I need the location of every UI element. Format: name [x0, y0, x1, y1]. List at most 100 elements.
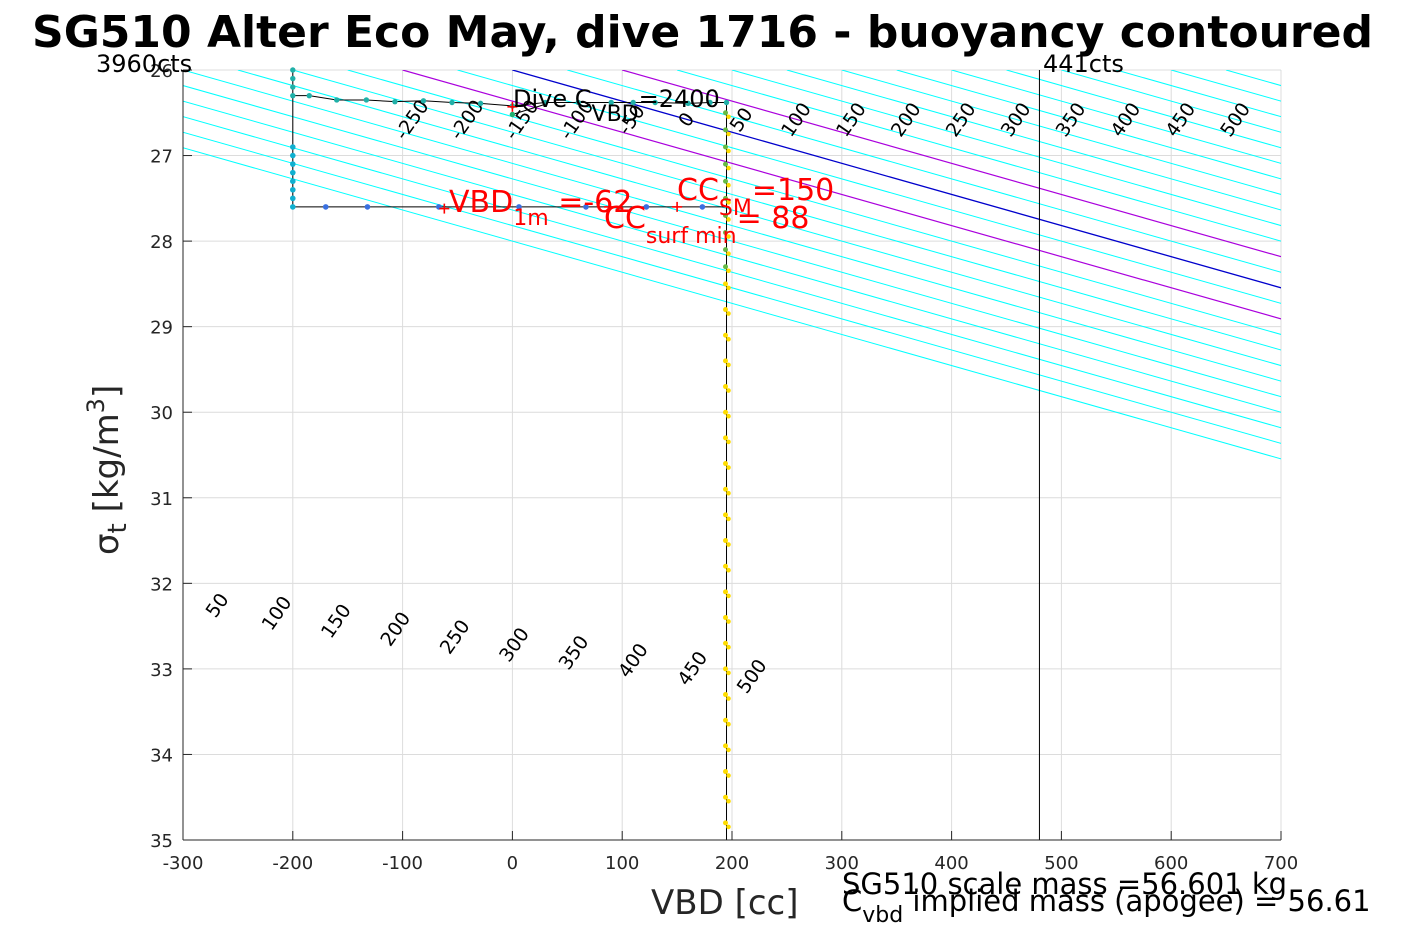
descent-point-alt [726, 114, 731, 120]
descent-point-alt [726, 670, 731, 676]
cc-sm-rest: =150 [752, 173, 834, 208]
top-right-count-label: 441cts [1043, 50, 1124, 78]
descent-point-alt [726, 268, 731, 274]
descent-point [723, 461, 729, 467]
climb-top-point [477, 100, 484, 107]
descent-point-alt [726, 747, 731, 753]
climb-top-point [420, 98, 427, 104]
climb-top-point [306, 92, 312, 99]
x-tick-label: -100 [382, 853, 423, 874]
x-tick-label: 300 [825, 853, 859, 874]
climb-top-point [652, 99, 658, 106]
descent-point [723, 820, 729, 826]
descent-point-alt [726, 217, 731, 222]
y-tick-label: 26 [150, 61, 173, 82]
climb-top-point [542, 99, 549, 106]
descent-point-alt [726, 336, 731, 342]
descent-point [723, 161, 729, 167]
descent-point-alt [726, 413, 731, 419]
vbd-1m-main: VBD [449, 185, 513, 220]
descent-point-alt [726, 824, 731, 830]
descent-point [723, 212, 729, 218]
x-tick-label: 100 [605, 853, 639, 874]
surface-point [509, 111, 516, 118]
vbd-1m-rest: =-62 [549, 185, 633, 220]
contour-line [292, 70, 1281, 351]
climb-top-point [707, 99, 713, 106]
y-tick-label: 30 [150, 403, 173, 424]
contour-line [183, 147, 1281, 460]
descent-point [723, 281, 729, 287]
contour-line [1280, 70, 1281, 71]
cc-surf-min-annotation: CCsurf min= 88 [604, 201, 809, 249]
climb-top-point [685, 100, 691, 107]
climb-top-point [334, 97, 340, 103]
climb-top-point [290, 67, 296, 73]
contour-line [786, 70, 1281, 211]
descent-point [723, 692, 729, 698]
y-tick-label: 27 [150, 147, 173, 168]
descent-point-alt [726, 465, 731, 470]
descent-point-alt [726, 593, 731, 599]
descent-point-alt [726, 182, 731, 188]
implied-rest: implied mass (apogee) = 56.61 [903, 884, 1370, 918]
contour-line [183, 70, 1281, 382]
grid [182, 69, 1282, 841]
y-axis-label-sub: t [103, 523, 133, 533]
y-tick-label: 35 [150, 831, 173, 852]
y-tick-label: 31 [150, 489, 173, 510]
descent-point [723, 144, 729, 150]
descent-point [723, 538, 729, 544]
descent-point-alt [726, 542, 731, 547]
data-points [290, 67, 731, 830]
contour-line [567, 70, 1281, 273]
descent-point [723, 563, 729, 569]
descent-point-alt [726, 798, 731, 804]
descent-point [723, 358, 729, 364]
y-axis-label-sigma: σ [87, 533, 127, 555]
descent-point-alt [726, 644, 731, 650]
climb-bottom-point [364, 204, 371, 210]
implied-main: C [842, 884, 862, 918]
descent-point-alt [726, 285, 731, 291]
y-tick-label: 34 [150, 745, 173, 766]
descent-point [723, 307, 729, 313]
y-tick-label: 33 [150, 660, 173, 681]
descent-point-alt [726, 251, 731, 256]
descent-point [723, 264, 729, 270]
contour-line [347, 70, 1281, 335]
contour-line [457, 70, 1281, 304]
y-tick-label: 32 [150, 574, 173, 595]
descent-point [723, 110, 729, 116]
dive-c-main: Dive C [513, 85, 592, 113]
cc-sm-annotation: CCSM=150 [677, 173, 834, 221]
x-tick-label: 400 [934, 853, 968, 874]
contour-line [402, 70, 1281, 320]
descent-point [723, 794, 729, 800]
x-tick-label: -300 [163, 853, 204, 874]
climb-bottom-point [290, 152, 296, 159]
descent-point-alt [726, 439, 731, 445]
contour-line [237, 70, 1281, 367]
climb-top-point [630, 99, 636, 106]
descent-point [723, 409, 729, 415]
descent-point-alt [726, 490, 731, 496]
climb-bottom-point [643, 204, 650, 210]
descent-point [723, 589, 729, 595]
climb-top-point [723, 99, 730, 106]
descent-point [723, 247, 729, 253]
x-axis-label: VBD [cc] [651, 883, 799, 923]
descent-point [723, 743, 729, 749]
implied-mass-note: Cvbd implied mass (apogee) = 56.61 [842, 884, 1371, 928]
descent-point [723, 195, 729, 201]
climb-bottom-point [290, 169, 296, 176]
cc-surf-rest: = 88 [737, 201, 810, 236]
top-left-count-label: 3960cts [96, 50, 192, 78]
climb-bottom-point [290, 161, 296, 167]
y-axis-label-sup: 3 [82, 398, 110, 413]
descent-point-alt [726, 311, 731, 316]
descent-point [723, 615, 729, 621]
implied-sub: vbd [862, 903, 903, 928]
contour-line [183, 100, 1281, 413]
